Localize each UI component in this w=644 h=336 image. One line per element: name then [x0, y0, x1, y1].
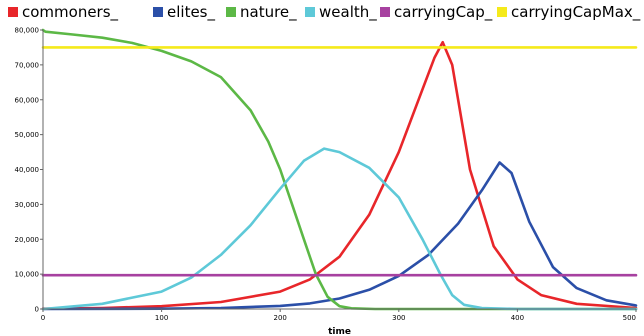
- legend-label-0: commoners_: [22, 3, 119, 22]
- x-tick-label-2: 200: [274, 314, 287, 322]
- y-tick-label-5: 50,000: [15, 131, 40, 139]
- y-tick-label-1: 10,000: [15, 271, 40, 279]
- legend-swatch-2: [226, 7, 236, 17]
- y-tick-label-6: 60,000: [15, 96, 40, 104]
- x-axis-label: time: [328, 327, 351, 336]
- legend-swatch-1: [153, 7, 163, 17]
- series-line-1: [41, 161, 638, 311]
- y-tick-label-7: 70,000: [15, 61, 40, 69]
- legend-swatch-5: [497, 7, 507, 17]
- legend-label-5: carryingCapMax_: [511, 3, 641, 22]
- legend-label-4: carryingCap_: [394, 3, 493, 22]
- y-tick-label-0: 0: [35, 306, 39, 314]
- plot-area: [41, 28, 638, 311]
- series-line-0: [41, 40, 638, 311]
- x-tick-label-3: 300: [392, 314, 405, 322]
- series-line-3: [41, 147, 638, 311]
- legend-label-1: elites_: [167, 3, 215, 22]
- x-tick-label-0: 0: [41, 314, 45, 322]
- legend-swatch-0: [8, 7, 18, 17]
- x-tick-label-4: 400: [511, 314, 524, 322]
- legend: commoners_ elites_ nature_ wealth_ carryingC…: [8, 3, 641, 22]
- legend-swatch-3: [305, 7, 315, 17]
- y-tick-label-2: 20,000: [15, 236, 40, 244]
- legend-label-3: wealth_: [319, 3, 377, 22]
- x-tick-label-5: 500: [623, 314, 636, 322]
- y-tick-label-8: 80,000: [15, 27, 40, 35]
- series-line-2: [41, 28, 638, 311]
- legend-label-2: nature_: [240, 3, 297, 22]
- axes: 0 10,000 20,000 30,000 40,000 50,000 60,000 70,…: [15, 27, 637, 336]
- x-tick-label-1: 100: [155, 314, 168, 322]
- y-tick-label-3: 30,000: [15, 201, 40, 209]
- legend-swatch-4: [380, 7, 390, 17]
- y-tick-label-4: 40,000: [15, 166, 40, 174]
